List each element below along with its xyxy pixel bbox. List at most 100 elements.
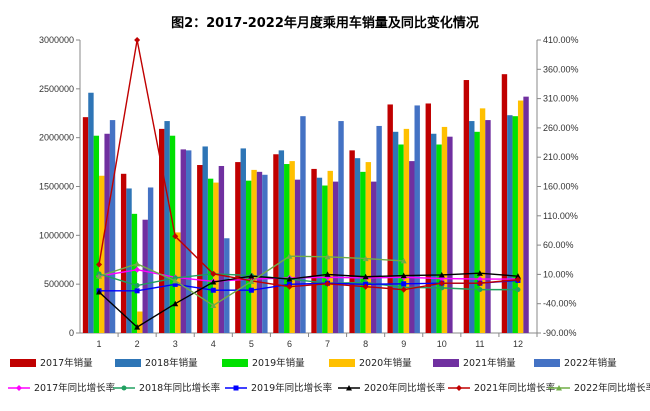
- y-right-tick-label: -90.00%: [543, 328, 577, 338]
- line-point: [96, 288, 103, 295]
- line-point: [210, 279, 217, 285]
- bar: [256, 171, 263, 333]
- bar: [93, 135, 100, 333]
- y-right-tick-label: 60.00%: [543, 240, 574, 250]
- x-tick-label: 2: [135, 339, 140, 349]
- line-point: [210, 302, 217, 308]
- legend-swatch: [534, 359, 560, 367]
- y-right-tick-label: 210.00%: [543, 152, 579, 162]
- bar: [463, 80, 470, 333]
- bar: [164, 121, 170, 334]
- x-tick-label: 10: [437, 339, 447, 349]
- y-right-tick-label: -40.00%: [543, 299, 577, 309]
- x-tick-label: 12: [513, 339, 523, 349]
- line-point: [515, 287, 521, 293]
- bar: [338, 121, 344, 334]
- line-point: [477, 287, 483, 293]
- bar: [441, 126, 448, 333]
- bar: [398, 144, 404, 333]
- legend-swatch: [222, 359, 248, 367]
- line-point: [362, 255, 369, 262]
- line-point: [121, 385, 127, 391]
- x-tick-label: 9: [401, 339, 406, 349]
- line-point: [172, 281, 178, 287]
- bar: [284, 164, 290, 333]
- line-point: [172, 233, 179, 240]
- line-point: [514, 276, 521, 283]
- bar: [142, 219, 148, 333]
- bar: [137, 311, 143, 333]
- bar: [392, 131, 399, 333]
- y-right-tick-label: 360.00%: [543, 64, 579, 74]
- line-point: [286, 283, 293, 290]
- line-point: [438, 280, 445, 287]
- bar: [403, 128, 410, 333]
- bar: [300, 116, 306, 334]
- line-point: [172, 277, 179, 284]
- legend-swatch: [433, 359, 459, 367]
- bar: [245, 180, 252, 333]
- y-left-tick-label: 3000000: [39, 35, 74, 45]
- bar: [82, 117, 89, 333]
- series-line: [98, 273, 518, 291]
- chart-title: 图2：2017-2022年月度乘用车销量及同比变化情况: [171, 15, 479, 31]
- bar: [436, 144, 442, 333]
- x-tick-label: 7: [325, 339, 330, 349]
- line-point: [134, 260, 141, 267]
- line-point: [286, 253, 293, 259]
- bar: [262, 174, 268, 333]
- y-right-tick-label: 10.00%: [543, 269, 574, 279]
- bar: [349, 150, 355, 333]
- series-line: [98, 272, 519, 329]
- bar: [147, 187, 154, 333]
- bar: [474, 131, 480, 333]
- bar: [414, 105, 420, 333]
- bar: [289, 161, 295, 333]
- line-point: [248, 273, 255, 279]
- legend-label: 2019年销量: [252, 357, 305, 369]
- legend-swatch: [10, 359, 36, 367]
- bar: [376, 125, 382, 334]
- line-point: [134, 37, 141, 43]
- line-point: [134, 283, 140, 289]
- line-point: [439, 285, 445, 291]
- line-point: [210, 287, 216, 293]
- bar: [447, 136, 453, 333]
- line-point: [248, 278, 255, 284]
- line-point: [324, 280, 331, 287]
- bar: [387, 104, 393, 334]
- bars: [82, 74, 529, 334]
- series-line: [98, 269, 518, 283]
- bar: [327, 170, 333, 333]
- x-tick-label: 6: [287, 339, 292, 349]
- bar: [131, 213, 138, 333]
- bar: [202, 146, 208, 333]
- bar: [88, 92, 94, 334]
- legend-label: 2020年同比增长率: [364, 382, 446, 394]
- line-point: [233, 385, 239, 391]
- y-left-tick-label: 1500000: [39, 182, 74, 192]
- line-point: [400, 257, 407, 264]
- line-point: [134, 266, 141, 273]
- bar: [507, 115, 513, 333]
- bar: [240, 148, 246, 333]
- bar: [99, 175, 105, 333]
- line-point: [96, 273, 103, 279]
- line-point: [438, 271, 445, 278]
- legend-label: 2022年同比增长率: [574, 382, 650, 394]
- line-point: [346, 385, 352, 391]
- bar: [512, 116, 518, 334]
- x-tick-label: 1: [97, 339, 102, 349]
- line-point: [172, 300, 179, 307]
- legend-swatch: [329, 359, 355, 367]
- bar: [213, 182, 219, 333]
- line-point: [286, 276, 293, 282]
- legend-label: 2017年销量: [40, 357, 93, 369]
- y-left-tick-label: 500000: [44, 279, 74, 289]
- bar: [501, 74, 508, 333]
- legend-label: 2018年销量: [145, 357, 198, 369]
- x-tick-label: 3: [173, 339, 178, 349]
- x-tick-label: 11: [475, 339, 484, 349]
- line-point: [400, 272, 407, 279]
